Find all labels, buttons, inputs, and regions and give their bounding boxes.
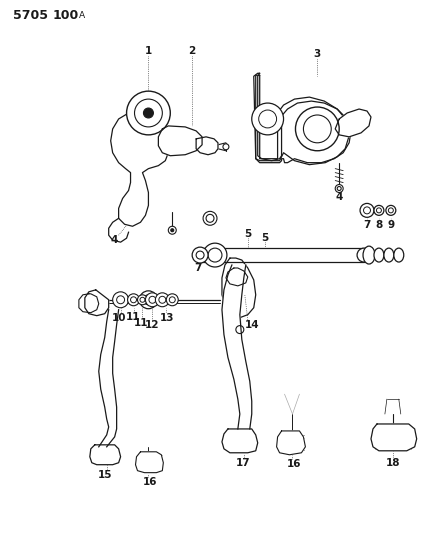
Ellipse shape: [357, 248, 371, 262]
Circle shape: [168, 227, 176, 234]
Text: 5: 5: [261, 233, 268, 243]
Circle shape: [127, 91, 170, 135]
Text: 14: 14: [245, 320, 259, 329]
Text: 16: 16: [287, 459, 302, 469]
Text: 5705: 5705: [13, 9, 48, 22]
Circle shape: [335, 184, 343, 192]
Polygon shape: [222, 265, 252, 429]
Text: 2: 2: [188, 46, 196, 56]
Ellipse shape: [193, 248, 207, 262]
Polygon shape: [222, 258, 256, 318]
Circle shape: [166, 294, 178, 306]
Circle shape: [236, 326, 244, 334]
Text: 3: 3: [314, 50, 321, 59]
Polygon shape: [136, 452, 163, 473]
Circle shape: [159, 296, 166, 303]
Ellipse shape: [384, 248, 394, 262]
Circle shape: [337, 187, 341, 190]
Circle shape: [138, 295, 148, 305]
Circle shape: [203, 212, 217, 225]
Circle shape: [140, 297, 145, 302]
Circle shape: [130, 297, 136, 303]
Circle shape: [192, 247, 208, 263]
Text: 11: 11: [126, 312, 141, 322]
Polygon shape: [222, 429, 258, 453]
Text: 9: 9: [387, 220, 394, 230]
Circle shape: [386, 205, 396, 215]
Circle shape: [155, 293, 169, 306]
Text: 18: 18: [386, 458, 400, 468]
Circle shape: [388, 208, 393, 213]
Circle shape: [117, 296, 124, 304]
Circle shape: [169, 297, 175, 303]
Text: 10: 10: [112, 313, 126, 322]
Polygon shape: [90, 445, 121, 465]
Polygon shape: [226, 268, 248, 286]
Polygon shape: [85, 290, 109, 316]
Circle shape: [223, 144, 229, 150]
Text: 5: 5: [244, 229, 251, 239]
Circle shape: [139, 291, 157, 309]
Circle shape: [149, 296, 156, 303]
Text: 16: 16: [143, 477, 158, 487]
Circle shape: [113, 292, 129, 308]
Circle shape: [363, 207, 371, 214]
Circle shape: [196, 251, 204, 259]
Ellipse shape: [374, 248, 384, 262]
Polygon shape: [371, 424, 417, 451]
Circle shape: [145, 293, 159, 306]
Text: 17: 17: [236, 458, 250, 468]
Text: 12: 12: [145, 320, 160, 329]
Circle shape: [143, 108, 154, 118]
Circle shape: [208, 248, 222, 262]
Text: 8: 8: [375, 220, 383, 230]
Polygon shape: [254, 73, 351, 163]
Polygon shape: [158, 126, 202, 156]
Circle shape: [135, 99, 162, 127]
Text: 4: 4: [335, 192, 343, 203]
Circle shape: [296, 107, 339, 151]
Polygon shape: [335, 109, 371, 137]
Circle shape: [203, 243, 227, 267]
Text: A: A: [79, 11, 85, 20]
Polygon shape: [200, 248, 364, 262]
Polygon shape: [196, 137, 218, 155]
Text: 11: 11: [134, 318, 149, 328]
Circle shape: [252, 103, 284, 135]
Polygon shape: [79, 294, 99, 313]
Polygon shape: [277, 431, 305, 455]
Circle shape: [143, 295, 154, 305]
Circle shape: [206, 214, 214, 222]
Circle shape: [360, 204, 374, 217]
Circle shape: [171, 229, 174, 232]
Polygon shape: [99, 310, 119, 447]
Circle shape: [374, 205, 384, 215]
Text: 15: 15: [97, 470, 112, 480]
Polygon shape: [256, 75, 349, 165]
Text: 1: 1: [145, 46, 152, 56]
Text: 7: 7: [363, 220, 371, 230]
Circle shape: [303, 115, 331, 143]
Circle shape: [376, 208, 381, 213]
Text: 7: 7: [194, 263, 202, 273]
Polygon shape: [111, 113, 168, 227]
Circle shape: [127, 294, 139, 306]
Ellipse shape: [363, 246, 375, 264]
Text: 13: 13: [160, 313, 175, 322]
Text: 100: 100: [53, 9, 79, 22]
Circle shape: [259, 110, 277, 128]
Text: 4: 4: [111, 235, 118, 245]
Ellipse shape: [394, 248, 404, 262]
